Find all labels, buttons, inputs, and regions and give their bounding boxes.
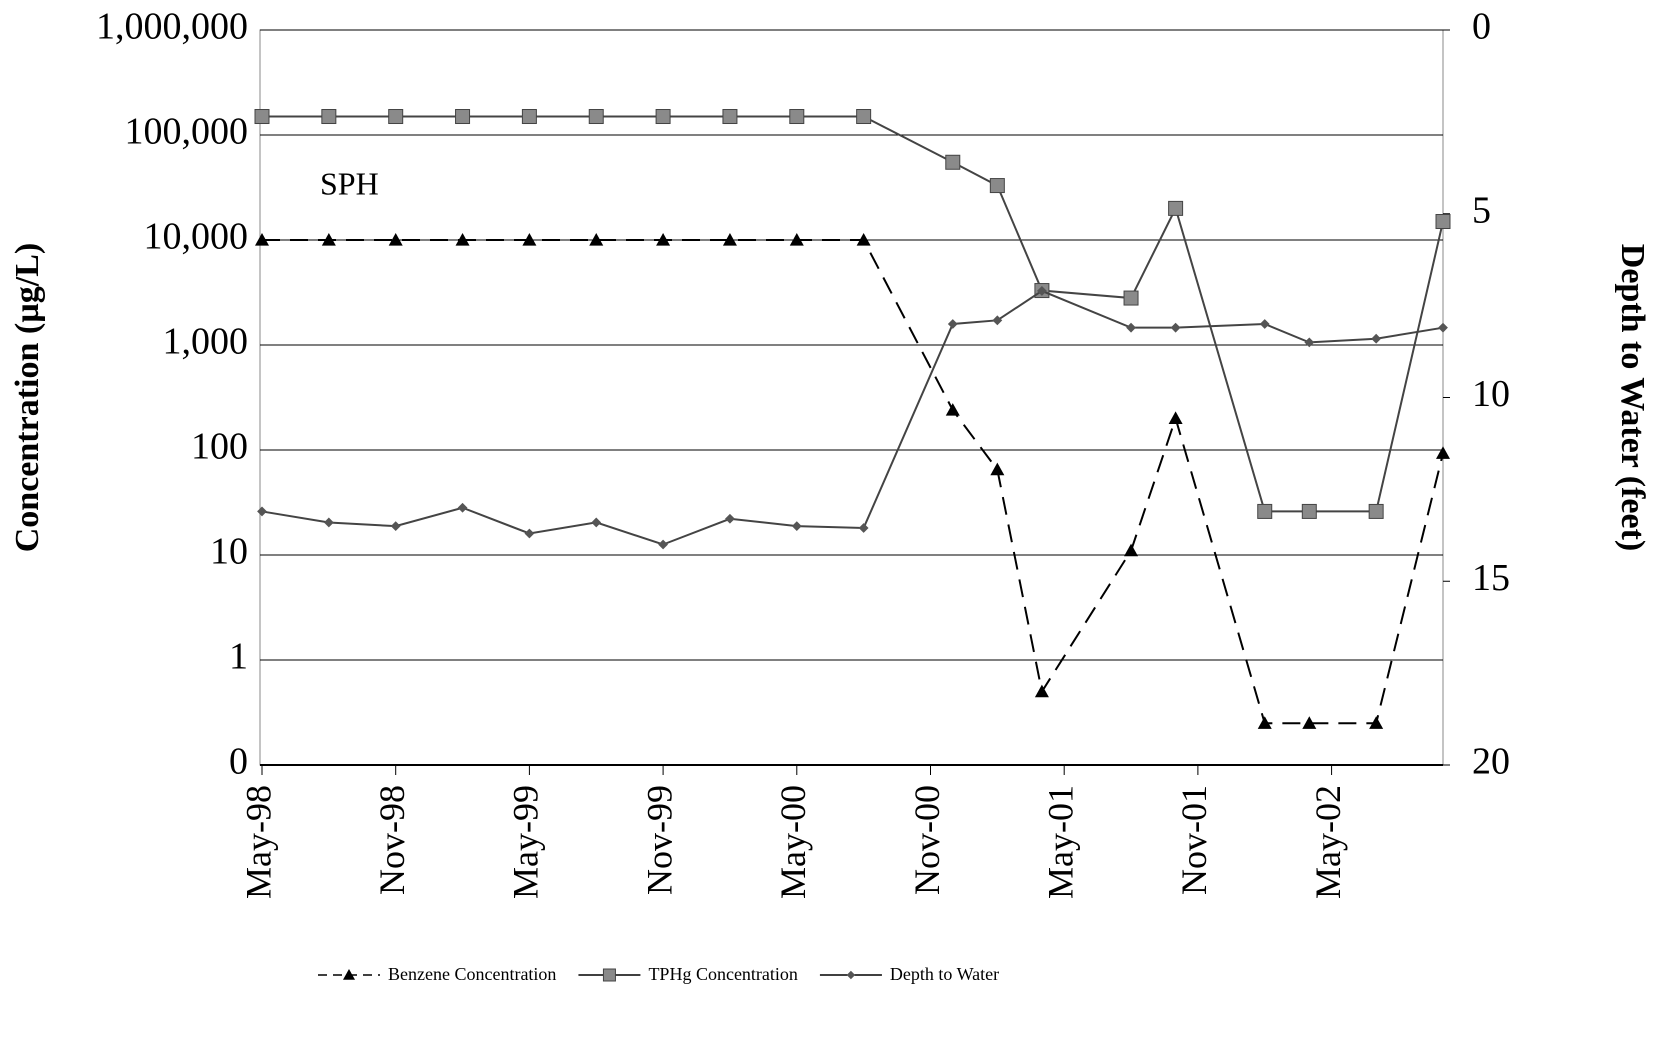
data-point: [722, 233, 737, 246]
data-point: [945, 154, 961, 170]
data-point: [1257, 716, 1272, 729]
data-point: [947, 319, 958, 329]
data-point: [990, 462, 1005, 476]
data-point: [1259, 319, 1270, 329]
data-point: [1301, 503, 1317, 519]
y2-tick-label: 20: [1472, 741, 1510, 783]
data-point: [1123, 290, 1139, 306]
data-point: [656, 233, 671, 246]
x-tick-label: May-98: [238, 785, 278, 899]
legend-label: TPHg Concentration: [648, 964, 797, 984]
data-point: [321, 109, 337, 125]
data-point: [945, 403, 960, 416]
data-point: [591, 517, 602, 528]
data-point: [588, 109, 604, 125]
y-tick-label: 100: [191, 426, 248, 468]
legend-marker: [343, 969, 355, 980]
series-line: [262, 239, 1444, 725]
data-point: [321, 233, 336, 246]
data-point: [455, 109, 471, 125]
legend-marker: [846, 970, 856, 980]
x-tick-label: May-01: [1040, 785, 1080, 899]
x-tick-label: Nov-01: [1174, 785, 1214, 895]
legend-label: Benzene Concentration: [388, 964, 556, 984]
data-point: [1126, 322, 1136, 333]
data-point: [521, 109, 537, 125]
y-tick-label: 10: [210, 531, 248, 573]
y2-tick-label: 5: [1472, 189, 1491, 231]
data-point: [1168, 411, 1183, 424]
data-point: [1435, 214, 1451, 230]
y-tick-label: 1: [229, 636, 248, 678]
data-point: [989, 178, 1005, 194]
data-point: [1037, 286, 1047, 296]
data-point: [1369, 716, 1384, 729]
data-point: [255, 233, 269, 246]
annotation: SPH: [320, 165, 379, 201]
data-point: [1304, 337, 1315, 348]
y2-tick-label: 15: [1472, 557, 1510, 599]
data-point: [1302, 716, 1317, 729]
data-point: [1034, 684, 1049, 698]
legend-item: TPHg Concentration: [578, 964, 798, 984]
x-tick-label: May-99: [506, 785, 546, 899]
legend-label: Depth to Water: [890, 964, 999, 984]
x-tick-label: Nov-99: [639, 785, 679, 895]
legend-item: Benzene Concentration: [318, 964, 556, 984]
data-point: [524, 528, 535, 539]
data-point: [388, 233, 403, 246]
y2-axis-title: Depth to Water (feet): [1614, 244, 1651, 551]
data-point: [789, 109, 805, 125]
x-tick-label: May-02: [1308, 785, 1348, 899]
data-point: [791, 521, 802, 532]
y2-tick-label: 10: [1472, 373, 1510, 415]
data-point: [725, 513, 735, 524]
data-point: [522, 233, 537, 246]
data-point: [589, 233, 604, 246]
y-tick-label: 10,000: [144, 216, 249, 258]
data-point: [257, 506, 267, 517]
data-point: [390, 521, 401, 532]
data-point: [1368, 503, 1384, 519]
data-point: [1168, 200, 1184, 216]
data-point: [1371, 333, 1382, 344]
data-point: [254, 109, 270, 125]
x-tick-label: Nov-98: [372, 785, 412, 895]
data-point: [457, 502, 468, 513]
legend-marker: [602, 968, 616, 982]
data-point: [323, 517, 334, 528]
data-point: [992, 315, 1003, 326]
data-point: [1124, 543, 1139, 557]
data-point: [455, 233, 470, 246]
x-tick-label: May-00: [773, 785, 813, 899]
data-point: [1436, 446, 1450, 459]
data-point: [789, 233, 804, 246]
data-point: [1438, 322, 1448, 333]
data-point: [856, 233, 871, 246]
y-tick-label: 1,000,000: [96, 6, 248, 48]
series-line: [262, 115, 1444, 513]
y-tick-label: 0: [229, 741, 248, 783]
y-axis-title: Concentration (µg/L): [9, 243, 46, 553]
plot-area: [259, 29, 1444, 766]
y2-tick-label: 0: [1472, 6, 1491, 48]
data-point: [655, 109, 671, 125]
x-tick-label: Nov-00: [907, 785, 947, 895]
y-tick-label: 100,000: [125, 111, 249, 153]
data-point: [388, 109, 404, 125]
data-point: [1170, 322, 1181, 333]
data-point: [856, 109, 872, 125]
y-tick-label: 1,000: [163, 321, 249, 363]
data-point: [858, 523, 869, 533]
data-point: [1257, 503, 1273, 519]
legend-item: Depth to Water: [819, 964, 999, 984]
data-point: [722, 109, 738, 125]
data-point: [658, 539, 668, 550]
